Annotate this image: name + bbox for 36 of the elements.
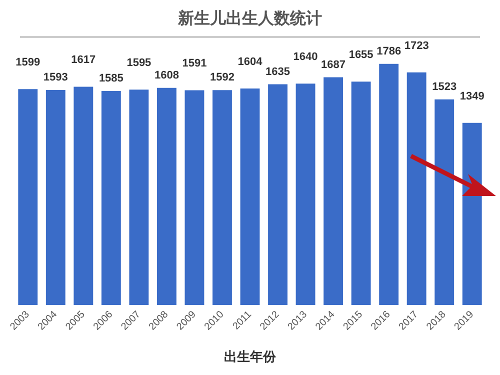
bar xyxy=(268,84,288,305)
data-label: 1599 xyxy=(16,56,40,69)
data-label: 1349 xyxy=(460,90,484,102)
data-label: 1585 xyxy=(98,72,124,85)
data-label: 1593 xyxy=(43,71,68,84)
data-label: 1687 xyxy=(321,58,346,71)
bar xyxy=(406,72,426,305)
data-label: 1786 xyxy=(376,45,402,58)
x-axis-title: 出生年份 xyxy=(224,349,277,364)
data-label: 1592 xyxy=(210,72,234,84)
bar xyxy=(351,82,371,305)
bar xyxy=(129,90,149,305)
bar xyxy=(101,91,121,305)
data-label: 1591 xyxy=(182,58,207,70)
bar xyxy=(74,86,94,305)
data-label: 1655 xyxy=(348,49,374,62)
bar xyxy=(156,88,176,305)
bar xyxy=(296,84,316,305)
bar xyxy=(212,90,232,305)
bar xyxy=(18,89,38,305)
data-label: 1608 xyxy=(154,69,179,82)
bar xyxy=(379,64,399,305)
chart-title: 新生儿出生人数统计 xyxy=(177,10,322,28)
data-label: 1723 xyxy=(404,40,429,52)
bar xyxy=(240,88,260,305)
data-label: 1617 xyxy=(71,54,96,66)
data-label: 1595 xyxy=(126,57,152,70)
bar xyxy=(46,90,66,305)
data-label: 1604 xyxy=(238,56,264,68)
bar xyxy=(184,90,204,305)
bar xyxy=(462,122,482,305)
data-label: 1635 xyxy=(266,66,290,78)
data-label: 1523 xyxy=(432,80,457,93)
bar xyxy=(434,99,454,305)
data-label: 1640 xyxy=(293,51,318,64)
bar xyxy=(324,77,344,305)
